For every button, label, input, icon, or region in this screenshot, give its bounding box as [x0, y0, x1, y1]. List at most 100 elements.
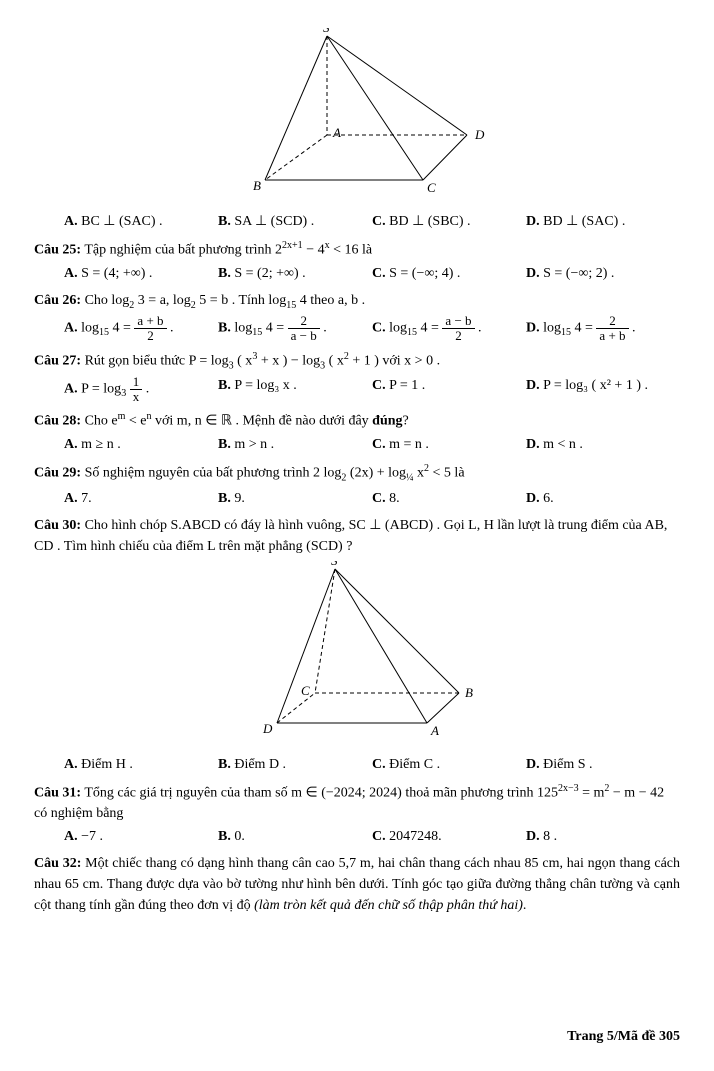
txt: ?: [403, 414, 409, 429]
txt: Tổng các giá trị nguyên của tham số m ∈ …: [84, 785, 558, 800]
q29-opt-c: C. 8.: [372, 488, 526, 509]
q25-opt-a: A. S = (4; +∞) .: [64, 263, 218, 284]
txt: .: [523, 898, 527, 913]
q29-options: A. 7. B. 9. C. 8. D. 6.: [64, 488, 680, 509]
q26-options: A. log15 4 = a + b2 . B. log15 4 = 2a − …: [64, 314, 680, 342]
q25-options: A. S = (4; +∞) . B. S = (2; +∞) . C. S =…: [64, 263, 680, 284]
q30-opt-d: D. Điểm S .: [526, 754, 680, 775]
q24-opt-c: C. BD ⊥ (SBC) .: [372, 211, 526, 232]
frac: 2a − b: [288, 314, 320, 342]
q24-opt-a: A. BC ⊥ (SAC) .: [64, 211, 218, 232]
q25-prefix: Câu 25:: [34, 243, 81, 258]
q30-options: A. Điểm H . B. Điểm D . C. Điểm C . D. Đ…: [64, 754, 680, 775]
svg-text:A: A: [332, 125, 341, 140]
txt: m < n .: [543, 437, 583, 452]
q25-opt-b: B. S = (2; +∞) .: [218, 263, 372, 284]
q30-opt-c: C. Điểm C .: [372, 754, 526, 775]
q28-opt-d: D. m < n .: [526, 434, 680, 455]
den: 2: [442, 329, 474, 343]
den: a − b: [288, 329, 320, 343]
txt: Rút gọn biểu thức P = log: [85, 353, 229, 368]
txt: P = log₃ ( x² + 1 ) .: [543, 378, 648, 393]
txt: m ≥ n .: [81, 437, 121, 452]
frac: 2a + b: [596, 314, 628, 342]
q25-line: Câu 25: Tập nghiệm của bất phương trình …: [34, 238, 680, 261]
txt: x: [414, 466, 425, 481]
q25-opt-d: D. S = (−∞; 2) .: [526, 263, 680, 284]
q32-prefix: Câu 32:: [34, 856, 81, 871]
txt: log: [81, 321, 99, 336]
svg-text:D: D: [262, 721, 273, 736]
q25-t3: < 16 là: [330, 243, 373, 258]
txt: 4 =: [571, 321, 596, 336]
svg-text:S: S: [331, 561, 338, 568]
frac: a − b2: [442, 314, 474, 342]
q26-opt-c: C. log15 4 = a − b2 .: [372, 314, 526, 342]
q30-prefix: Câu 30:: [34, 518, 81, 533]
txt: (2x) + log: [346, 466, 406, 481]
q27-opt-a: A. P = log3 1x .: [64, 375, 218, 403]
num: a − b: [442, 314, 474, 329]
q25-opt-c: C. S = (−∞; 4) .: [372, 263, 526, 284]
txt: 8.: [389, 491, 400, 506]
txt: log: [389, 321, 407, 336]
sub: 15: [407, 328, 417, 339]
txt: 4 theo a, b .: [296, 293, 365, 308]
q26-opt-d: D. log15 4 = 2a + b .: [526, 314, 680, 342]
txt: Điểm S .: [543, 757, 592, 772]
q26-line: Câu 26: Cho log2 3 = a, log2 5 = b . Tín…: [34, 290, 680, 313]
q25-t2: − 4: [303, 243, 325, 258]
den: a + b: [596, 329, 628, 343]
txt: 3 = a, log: [134, 293, 191, 308]
txt: P = log₃ x .: [234, 378, 296, 393]
txt: Số nghiệm nguyên của bất phương trình 2 …: [85, 466, 342, 481]
txt: ( x: [325, 353, 344, 368]
q28-opt-b: B. m > n .: [218, 434, 372, 455]
figure-pyramid-2: SDACB: [34, 561, 680, 748]
opt-text: BC ⊥ (SAC) .: [81, 214, 162, 229]
q31-line: Câu 31: Tổng các giá trị nguyên của tham…: [34, 781, 680, 825]
q27-options: A. P = log3 1x . B. P = log₃ x . C. P = …: [64, 375, 680, 403]
opt-text: S = (2; +∞) .: [234, 266, 305, 281]
svg-text:S: S: [323, 28, 330, 35]
q27-opt-c: C. P = 1 .: [372, 375, 526, 403]
opt-text: BD ⊥ (SAC) .: [543, 214, 625, 229]
txt: log: [234, 321, 252, 336]
q27-prefix: Câu 27:: [34, 353, 81, 368]
txt: < e: [125, 414, 146, 429]
den: x: [130, 390, 143, 404]
sup: 2x−3: [558, 783, 579, 794]
num: 1: [130, 375, 143, 390]
txt: Cho hình chóp S.ABCD có đáy là hình vuôn…: [34, 518, 667, 554]
q30-opt-b: B. Điểm D .: [218, 754, 372, 775]
txt: 9.: [234, 491, 245, 506]
txt: = m: [579, 785, 605, 800]
txt: Cho e: [85, 414, 118, 429]
txt: m > n .: [234, 437, 274, 452]
txt: 6.: [543, 491, 554, 506]
txt: Điểm C .: [389, 757, 440, 772]
q26-opt-a: A. log15 4 = a + b2 .: [64, 314, 218, 342]
q25-t1: Tập nghiệm của bất phương trình 2: [84, 243, 282, 258]
txt: 4 =: [417, 321, 442, 336]
txt: 4 =: [109, 321, 134, 336]
q29-prefix: Câu 29:: [34, 466, 81, 481]
q31-opt-c: C. 2047248.: [372, 826, 526, 847]
num: 2: [288, 314, 320, 329]
txt: 5 = b . Tính log: [196, 293, 286, 308]
txt: 7.: [81, 491, 92, 506]
txt: với m, n ∈ ℝ . Mệnh đề nào dưới đây: [152, 414, 373, 429]
svg-text:C: C: [301, 683, 310, 698]
opt-text: S = (−∞; 4) .: [389, 266, 460, 281]
q28-prefix: Câu 28:: [34, 414, 81, 429]
sub: 15: [286, 299, 296, 310]
svg-text:A: A: [430, 723, 439, 738]
frac: 1x: [130, 375, 143, 403]
q26-t1: Cho log: [85, 293, 130, 308]
txt: + 1 ) với x > 0 .: [349, 353, 440, 368]
svg-text:D: D: [474, 127, 485, 142]
q28-line: Câu 28: Cho em < en với m, n ∈ ℝ . Mệnh …: [34, 409, 680, 432]
q27-line: Câu 27: Rút gọn biểu thức P = log3 ( x3 …: [34, 349, 680, 373]
sub: 15: [561, 328, 571, 339]
txt: Điểm D .: [234, 757, 286, 772]
